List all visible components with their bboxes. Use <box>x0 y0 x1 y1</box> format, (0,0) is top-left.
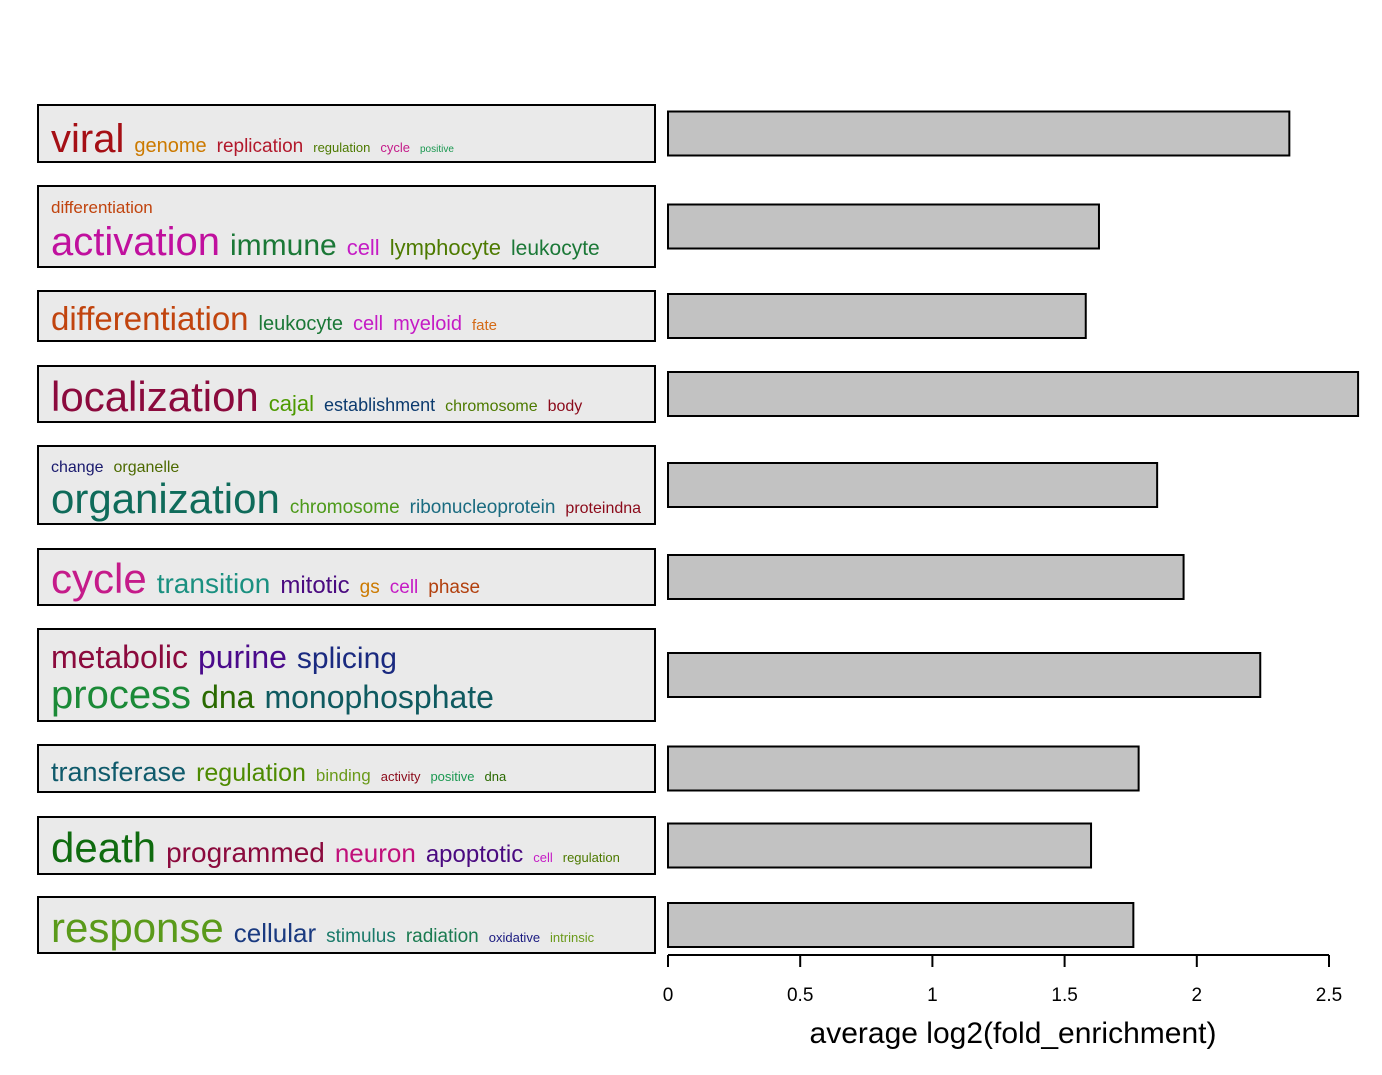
cloud-word: neuron <box>335 838 416 868</box>
x-axis-ticks: 0 0.5 1 1.5 2 2.5 <box>663 955 1342 1006</box>
x-tick-label: 0.5 <box>787 985 813 1006</box>
cloud-word: cajal <box>269 391 314 416</box>
enrichment-bar <box>667 371 1360 417</box>
cloud-word: transition <box>157 568 271 599</box>
x-axis: 0 0.5 1 1.5 2 2.5 average log2(fold_enrichmen… <box>663 954 1342 1050</box>
cloud-word: regulation <box>313 140 370 155</box>
word-cloud-box <box>37 290 656 342</box>
cloud-word: regulation <box>196 759 306 787</box>
enrichment-bar <box>667 203 1100 250</box>
cloud-word: cellular <box>234 918 317 948</box>
x-tick-label: 1.5 <box>1051 985 1077 1006</box>
cloud-word: death <box>51 824 156 871</box>
cloud-word: cell <box>347 235 380 260</box>
x-axis-title: average log2(fold_enrichment) <box>810 1017 1217 1050</box>
cloud-word: localization <box>51 373 259 420</box>
enrichment-bar <box>667 462 1159 508</box>
cloud-word: process <box>51 673 191 717</box>
cluster-row: viral genome replication regulation cycle pos… <box>37 104 1291 163</box>
cloud-word: body <box>548 398 583 415</box>
cloud-word: oxidative <box>489 930 540 945</box>
word-cloud-box <box>37 816 656 875</box>
cluster-row: metabolic purine splicing process dna monopho… <box>37 628 1262 722</box>
cloud-word: cell <box>533 850 553 865</box>
cloud-word: cycle <box>51 555 147 602</box>
cloud-word: chromosome <box>445 398 538 415</box>
cluster-row: differentiation activation immune cell lymph… <box>37 185 1100 268</box>
word-cloud-box <box>37 365 656 423</box>
cloud-word: activation <box>51 220 220 264</box>
cloud-word: programmed <box>166 837 325 868</box>
word-cloud-box <box>37 896 656 954</box>
cloud-word: fate <box>472 317 497 334</box>
cloud-word: organization <box>51 475 280 522</box>
cloud-word: ribonucleoprotein <box>410 497 556 518</box>
cloud-word: differentiation <box>51 300 249 337</box>
cloud-word: binding <box>316 766 371 785</box>
cloud-word: proteindna <box>565 500 641 517</box>
x-tick-label: 2 <box>1192 985 1203 1006</box>
cloud-word: establishment <box>324 395 435 415</box>
word-cloud-box <box>37 548 656 606</box>
x-tick-label: 1 <box>927 985 938 1006</box>
x-tick-label: 0 <box>663 985 674 1006</box>
enrichment-bar <box>667 745 1140 792</box>
cloud-word: phase <box>428 577 480 598</box>
cloud-word: chromosome <box>290 497 400 518</box>
cluster-row: differentiation leukocyte cell myeloid fate <box>37 290 1087 342</box>
cloud-word: intrinsic <box>550 930 595 945</box>
word-cloud-box <box>37 445 656 525</box>
cloud-word: apoptotic <box>426 841 523 868</box>
enrichment-bar <box>667 822 1093 869</box>
cloud-word: purine <box>198 639 287 675</box>
cluster-row: localization cajal establishment chromosome… <box>37 365 1360 423</box>
cloud-word: immune <box>230 229 337 262</box>
cloud-word: monophosphate <box>264 679 494 715</box>
cloud-word: activity <box>381 769 421 784</box>
cloud-word: change <box>51 459 104 476</box>
cluster-row: death programmed neuron apoptotic cell regula… <box>37 816 1093 875</box>
cloud-word: dna <box>485 769 507 784</box>
enrichment-bar <box>667 110 1291 157</box>
cloud-word: regulation <box>563 850 620 865</box>
cloud-word: cycle <box>380 140 410 155</box>
cluster-row: response cellular stimulus radiation oxidati… <box>37 896 1135 954</box>
cloud-word: splicing <box>297 642 397 675</box>
cloud-word: mitotic <box>280 572 349 599</box>
cluster-rows: viral genome replication regulation cycle pos… <box>37 104 1360 954</box>
cloud-word: myeloid <box>393 313 462 335</box>
cloud-word: dna <box>201 679 255 715</box>
cloud-word: leukocyte <box>511 237 600 260</box>
cloud-word: cell <box>353 313 383 335</box>
cluster-row: transferase regulation binding activity posi… <box>37 744 1140 793</box>
enrichment-bar <box>667 902 1135 948</box>
cloud-word: lymphocyte <box>390 235 501 260</box>
cloud-word: leukocyte <box>259 313 344 335</box>
word-cloud-box <box>37 744 656 793</box>
cloud-word: gs <box>360 577 380 598</box>
cloud-word: positive <box>420 144 454 155</box>
enrichment-bar <box>667 554 1185 600</box>
cloud-word: viral <box>51 117 124 161</box>
enrichment-bar <box>667 652 1262 698</box>
cloud-word: replication <box>217 136 304 157</box>
word-cloud-box <box>37 185 656 268</box>
cloud-word: transferase <box>51 757 186 787</box>
cloud-word: stimulus <box>326 926 396 947</box>
x-tick-label: 2.5 <box>1316 985 1342 1006</box>
cloud-word: genome <box>134 135 206 157</box>
cloud-word: positive <box>430 769 474 784</box>
cluster-row: cycle transition mitotic gs cell phase <box>37 548 1185 606</box>
cloud-word: radiation <box>406 926 479 947</box>
word-cloud-box <box>37 104 656 163</box>
cloud-word: organelle <box>114 459 180 476</box>
word-cloud-box <box>37 628 656 722</box>
cloud-word: differentiation <box>51 198 153 217</box>
cloud-word: cell <box>390 577 419 598</box>
cloud-word: metabolic <box>51 639 188 675</box>
enrichment-bar <box>667 293 1087 339</box>
cloud-word: response <box>51 904 224 951</box>
